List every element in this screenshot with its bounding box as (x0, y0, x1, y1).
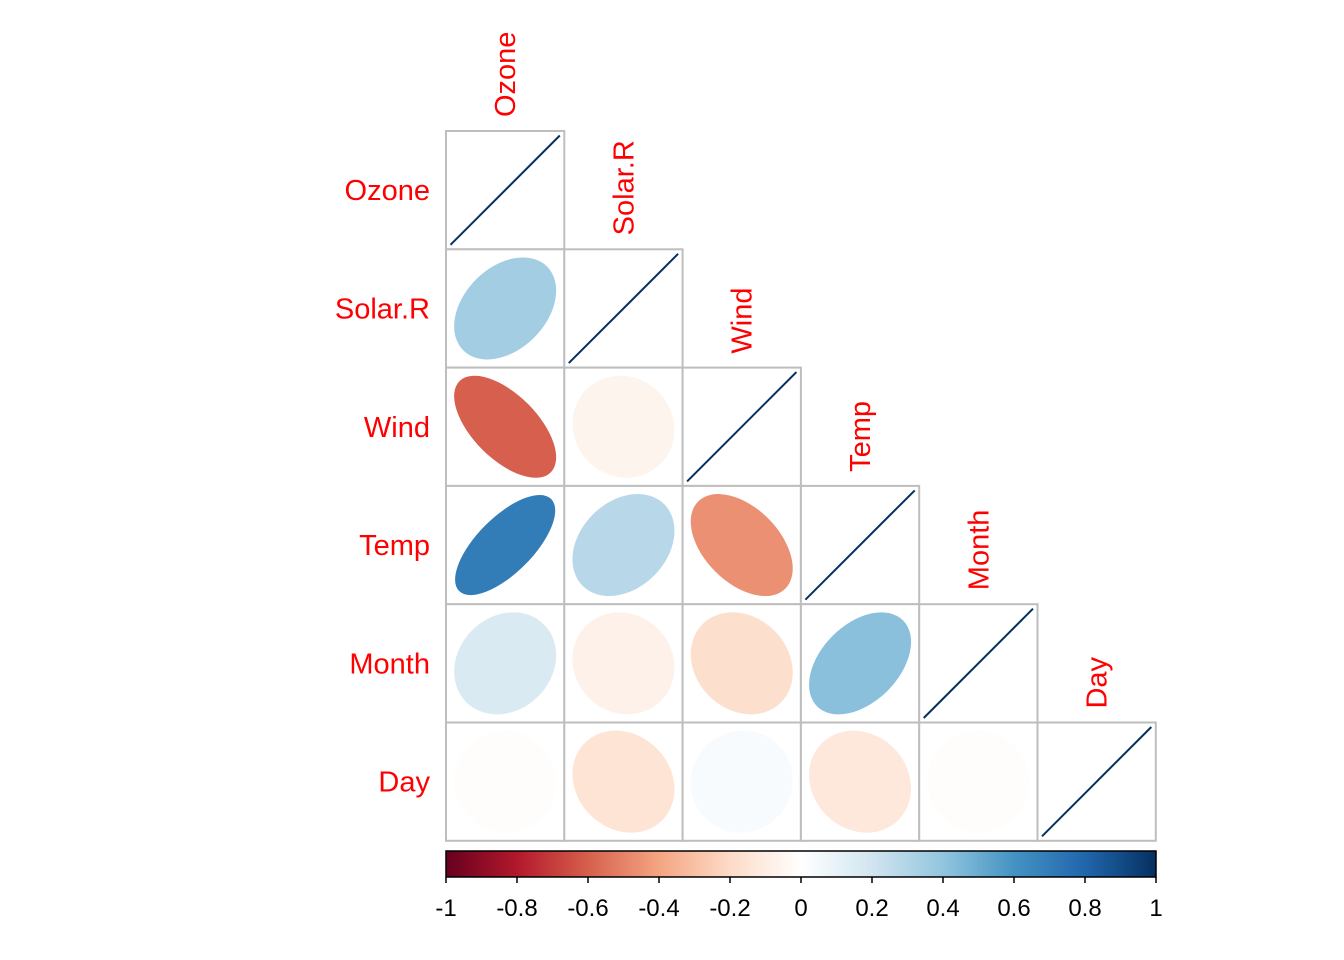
cell-Solar.R-Solar.R (563, 248, 684, 369)
colorbar-tick-label: -1 (435, 895, 456, 922)
correlation-ellipse (454, 257, 557, 360)
row-label-Day: Day (378, 767, 430, 799)
colorbar-tick-label: -0.6 (567, 895, 608, 922)
cell-Temp-Solar.R (563, 484, 684, 606)
cell-Wind-Solar.R (563, 366, 684, 487)
colorbar-tick-label: 0.8 (1068, 895, 1101, 922)
colorbar-gradient (445, 850, 1157, 878)
diagonal-ellipse-mark (568, 253, 679, 364)
column-label-Temp: Temp (845, 401, 877, 472)
cell-Month-Ozone (445, 603, 566, 724)
cell-Month-Wind (681, 603, 802, 724)
colorbar-tick-label: 0.4 (926, 895, 959, 922)
diagonal-ellipse-mark (922, 607, 1034, 719)
diagonal-ellipse-mark (1041, 726, 1153, 838)
colorbar-tick-label: -0.2 (709, 895, 750, 922)
cell-Day-Temp (799, 721, 921, 842)
correlation-ellipse (572, 612, 675, 715)
column-label-Month: Month (963, 510, 995, 591)
cell-Temp-Wind (681, 484, 802, 606)
correlation-matrix (445, 130, 1157, 842)
cell-Month-Temp (799, 603, 921, 724)
correlation-ellipse (455, 494, 556, 596)
row-labels: Ozone Solar.R Wind Temp Month Day (335, 175, 431, 799)
cell-Ozone-Ozone (445, 130, 566, 251)
correlation-ellipse (454, 730, 557, 833)
cell-Solar.R-Ozone (445, 248, 566, 369)
cell-Temp-Temp (799, 484, 921, 606)
row-label-Solar.R: Solar.R (335, 293, 430, 325)
cell-Month-Solar.R (563, 603, 684, 724)
cell-Wind-Ozone (445, 366, 566, 487)
cell-Day-Wind (681, 721, 802, 842)
column-label-Solar.R: Solar.R (608, 140, 640, 235)
colorbar: -1 -0.8 -0.6 -0.4 -0.2 0 0.2 0.4 0.6 0.8 1 (435, 850, 1163, 922)
correlation-ellipse (809, 730, 912, 833)
correlation-ellipse (572, 730, 675, 833)
correlation-ellipse (454, 612, 557, 715)
diagonal-ellipse-mark (804, 489, 916, 601)
correlation-ellipse (572, 494, 675, 597)
correlation-ellipse (690, 612, 793, 715)
diagonal-ellipse-mark (449, 134, 561, 246)
column-label-Day: Day (1082, 656, 1114, 708)
colorbar-tick-label: 0.2 (855, 895, 888, 922)
correlation-ellipse (454, 375, 557, 478)
column-label-Wind: Wind (727, 288, 759, 354)
correlation-ellipse (809, 612, 912, 715)
cell-Day-Day (1036, 721, 1157, 842)
correlation-ellipse (690, 494, 793, 597)
cell-Day-Month (918, 721, 1039, 842)
colorbar-tick-label: 0.6 (997, 895, 1030, 922)
diagonal-ellipse-mark (686, 371, 798, 483)
cell-Day-Ozone (445, 721, 566, 842)
row-label-Temp: Temp (359, 530, 430, 562)
row-label-Month: Month (349, 648, 430, 680)
cell-Month-Month (918, 603, 1039, 724)
column-labels: Ozone Solar.R Wind Temp Month Day (490, 32, 1114, 709)
correlation-ellipse (572, 375, 675, 478)
correlation-ellipse (927, 730, 1030, 833)
colorbar-tick-label: -0.8 (496, 895, 537, 922)
column-label-Ozone: Ozone (490, 32, 522, 117)
correlation-ellipse (690, 730, 793, 833)
cell-Temp-Ozone (445, 484, 566, 606)
row-label-Ozone: Ozone (345, 175, 430, 207)
cell-Day-Solar.R (563, 721, 684, 842)
colorbar-tick-label: 1 (1149, 895, 1162, 922)
colorbar-tick-label: 0 (794, 895, 807, 922)
colorbar-tick-label: -0.4 (638, 895, 679, 922)
row-label-Wind: Wind (364, 412, 430, 444)
cell-Wind-Wind (681, 366, 802, 487)
